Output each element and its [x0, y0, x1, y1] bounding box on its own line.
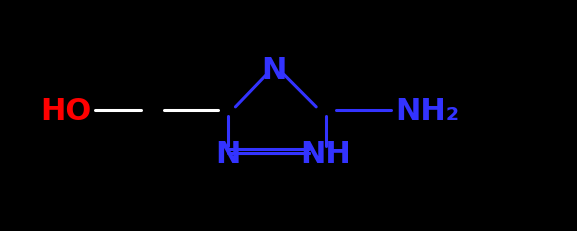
Text: N: N: [215, 139, 241, 168]
Text: HO: HO: [41, 97, 92, 125]
Text: NH₂: NH₂: [395, 97, 459, 125]
Text: N: N: [261, 56, 287, 85]
Text: NH: NH: [301, 139, 351, 168]
